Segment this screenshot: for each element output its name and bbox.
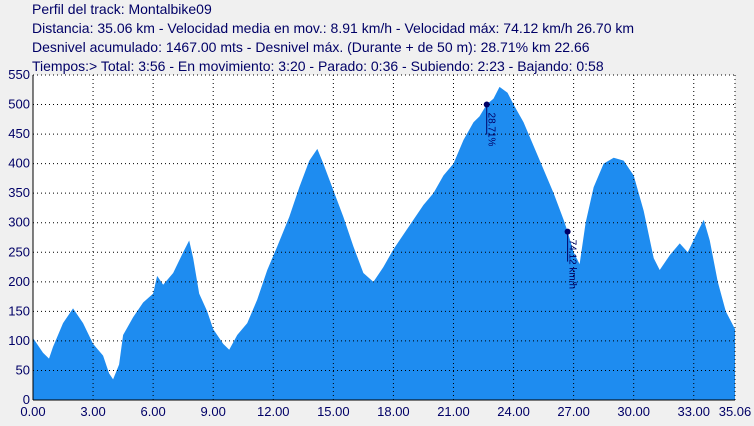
y-tick-label: 50 xyxy=(16,362,30,377)
x-tick-label: 15.00 xyxy=(317,404,350,419)
y-tick-label: 200 xyxy=(8,274,30,289)
y-tick-label: 100 xyxy=(8,333,30,348)
annotation-label: 74.12 km/h xyxy=(567,240,578,289)
annotation-point xyxy=(483,101,490,108)
x-tick-label: 6.00 xyxy=(140,404,165,419)
annotation-label: 28.71% xyxy=(486,113,497,147)
y-tick-label: 300 xyxy=(8,215,30,230)
x-tick-label: 35.06 xyxy=(719,404,752,419)
x-tick-label: 24.00 xyxy=(497,404,530,419)
x-tick-label: 33.00 xyxy=(677,404,710,419)
header-line: Perfil del track: Montalbike09 xyxy=(32,1,212,17)
x-tick-label: 27.00 xyxy=(557,404,590,419)
x-tick-label: 0.00 xyxy=(20,404,45,419)
y-tick-label: 550 xyxy=(8,67,30,82)
header-line: Tiempos:> Total: 3:56 - En movimiento: 3… xyxy=(32,58,604,74)
x-tick-label: 12.00 xyxy=(257,404,290,419)
x-tick-label: 18.00 xyxy=(377,404,410,419)
y-tick-label: 250 xyxy=(8,244,30,259)
y-tick-label: 150 xyxy=(8,303,30,318)
elevation-area xyxy=(33,86,735,401)
y-tick-label: 0 xyxy=(23,392,30,407)
annotation-point xyxy=(564,228,571,235)
x-tick-label: 9.00 xyxy=(201,404,226,419)
y-tick-label: 350 xyxy=(8,185,30,200)
y-tick-label: 500 xyxy=(8,97,30,112)
header-line: Desnivel acumulado: 1467.00 mts - Desniv… xyxy=(32,39,590,55)
header-line: Distancia: 35.06 km - Velocidad media en… xyxy=(32,20,634,36)
x-tick-label: 21.00 xyxy=(437,404,470,419)
y-tick-label: 400 xyxy=(8,156,30,171)
x-tick-label: 30.00 xyxy=(617,404,650,419)
x-tick-label: 3.00 xyxy=(80,404,105,419)
y-tick-label: 450 xyxy=(8,126,30,141)
